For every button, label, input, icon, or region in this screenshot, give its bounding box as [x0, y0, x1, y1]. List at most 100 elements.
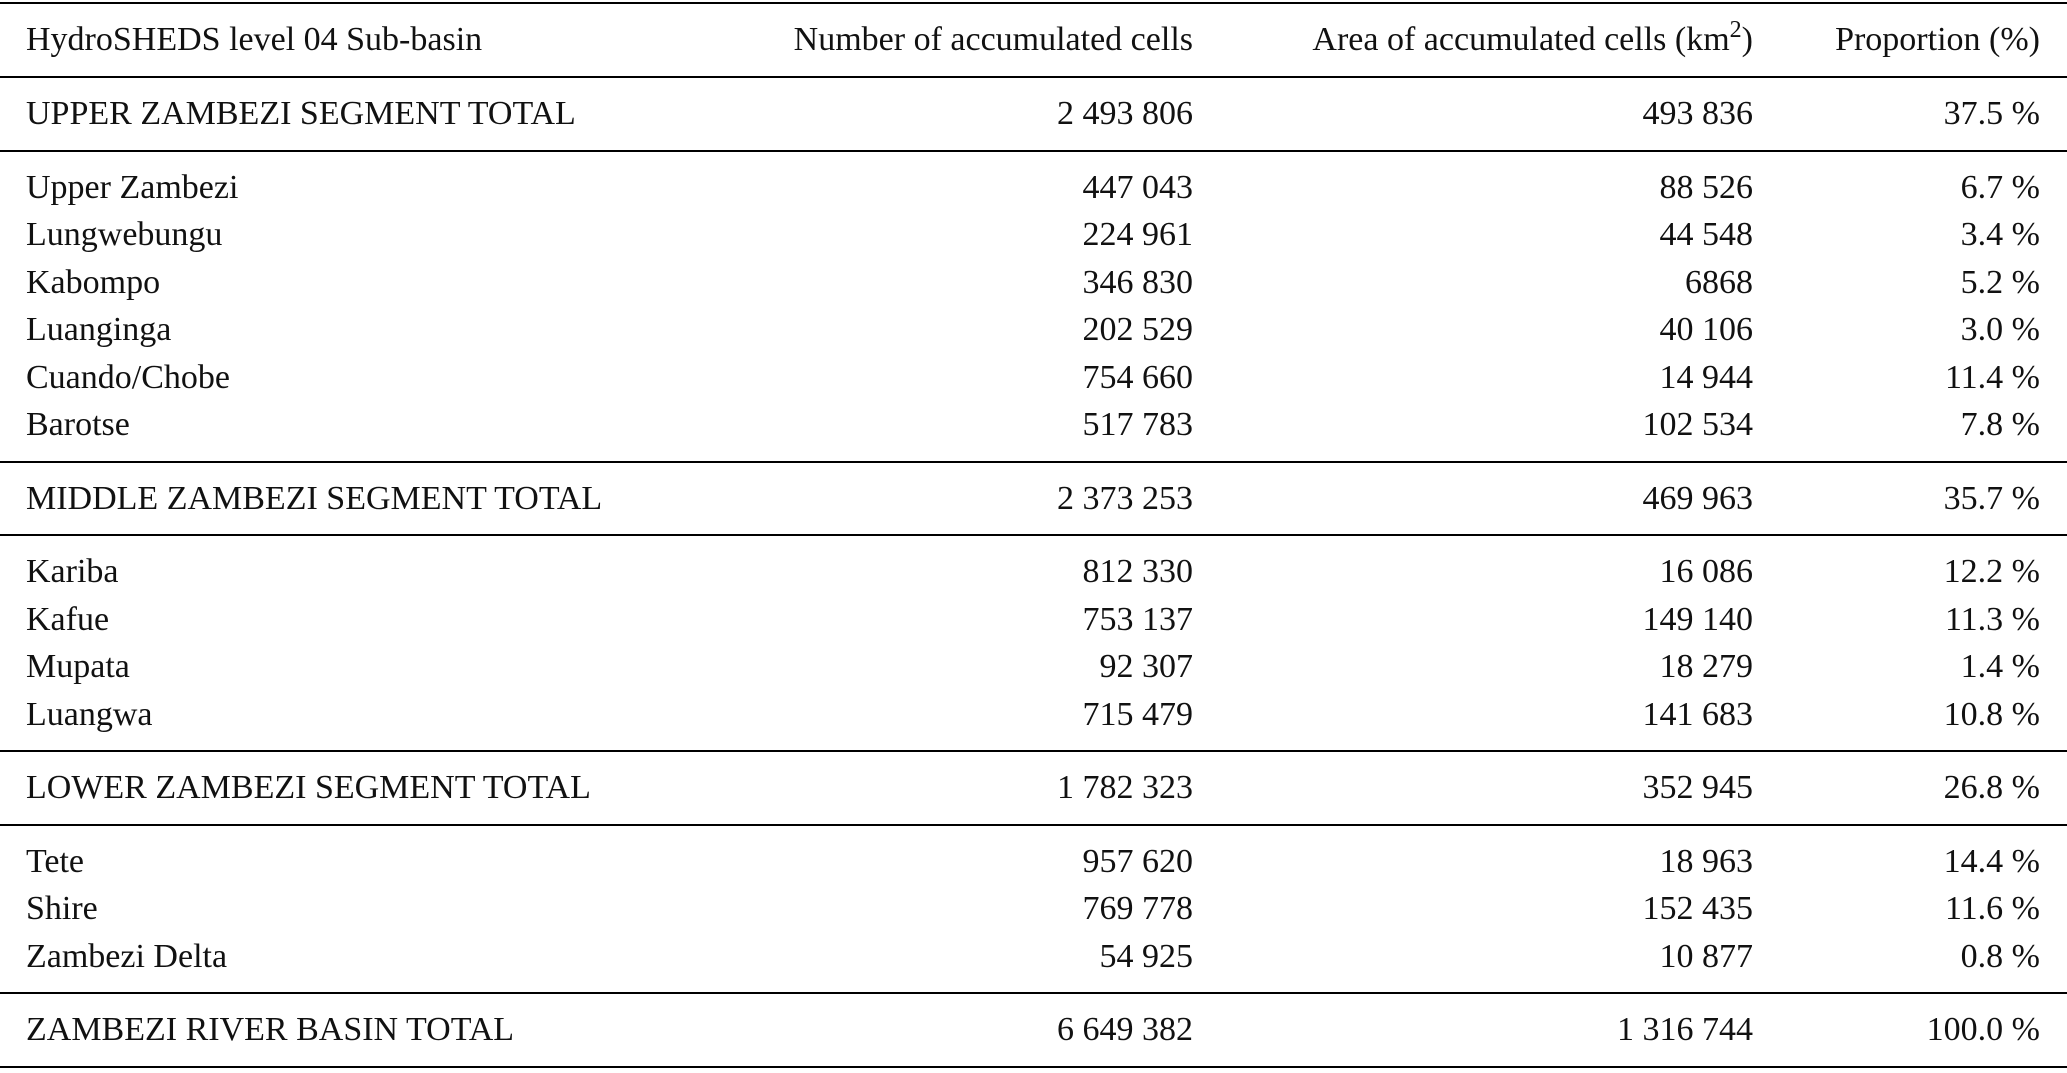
- header-text: Area of accumulated cells (km: [1312, 21, 1730, 58]
- cell: 88 526: [1659, 168, 1754, 206]
- row-label: Zambezi Delta: [26, 937, 228, 975]
- table-row: Luangwa 715 479 141 683 10.8 %: [0, 691, 2067, 739]
- header-row: HydroSHEDS level 04 Sub-basin Number of …: [0, 4, 2067, 76]
- header-text: ): [1741, 21, 1753, 58]
- header-cell: HydroSHEDS level 04 Sub-basin: [26, 21, 483, 58]
- cell: 11.6 %: [1944, 890, 2040, 927]
- cell: 5.2 %: [1960, 263, 2040, 301]
- row-group: Upper Zambezi 447 043 88 526 6.7 % Lungwebun…: [0, 149, 2067, 461]
- cell: 14.4 %: [1943, 842, 2040, 880]
- row-group: UPPER ZAMBEZI SEGMENT TOTAL 2 493 806 493 …: [0, 76, 2067, 150]
- row-label: Kariba: [26, 553, 119, 590]
- row-group: ZAMBEZI RIVER BASIN TOTAL 6 649 382 1 316 …: [0, 992, 2067, 1066]
- table-row: Zambezi Delta 54 925 10 877 0.8 %: [0, 933, 2067, 981]
- row-label: Tete: [26, 842, 85, 880]
- cell: 1 316 744: [1617, 1011, 1753, 1048]
- cell: 1 782 323: [1057, 769, 1193, 806]
- cell: 346 830: [1082, 263, 1194, 301]
- cell: 40 106: [1659, 311, 1754, 348]
- cell: 7.8 %: [1960, 406, 2040, 443]
- cell: 493 836: [1642, 95, 1754, 132]
- cell: 102 534: [1642, 406, 1754, 443]
- header-cell: Proportion (%): [1835, 21, 2040, 58]
- header-cell: Area of accumulated cells (km2): [1312, 4, 1753, 76]
- row-label: ZAMBEZI RIVER BASIN TOTAL: [26, 1011, 515, 1048]
- cell: 202 529: [1082, 311, 1194, 348]
- cell: 12.2 %: [1943, 553, 2040, 590]
- cell: 92 307: [1099, 648, 1194, 685]
- row-group: MIDDLE ZAMBEZI SEGMENT TOTAL 2 373 253 469…: [0, 460, 2067, 535]
- row-label: Cuando/Chobe: [26, 358, 230, 396]
- cell: 753 137: [1082, 600, 1194, 638]
- cell: 10.8 %: [1943, 695, 2040, 733]
- cell: 18 963: [1659, 842, 1754, 880]
- cell: 517 783: [1082, 406, 1194, 443]
- table-row: LOWER ZAMBEZI SEGMENT TOTAL 1 782 323 352 …: [0, 764, 2067, 812]
- cell: 11.3 %: [1944, 600, 2040, 638]
- cell: 754 660: [1082, 358, 1194, 396]
- table-row: Kariba 812 330 16 086 12.2 %: [0, 548, 2067, 596]
- cell: 6868: [1685, 263, 1753, 301]
- row-label: Kabompo: [26, 263, 161, 301]
- cell: 2 373 253: [1057, 479, 1193, 517]
- cell: 957 620: [1082, 842, 1194, 880]
- table-row: Luanginga 202 529 40 106 3.0 %: [0, 306, 2067, 354]
- table-row: ZAMBEZI RIVER BASIN TOTAL 6 649 382 1 316 …: [0, 1006, 2067, 1054]
- row-label: Luangwa: [26, 695, 153, 733]
- cell: 1.4 %: [1960, 648, 2040, 685]
- table-row: Mupata 92 307 18 279 1.4 %: [0, 643, 2067, 691]
- cell: 715 479: [1082, 695, 1194, 733]
- cell: 3.4 %: [1960, 216, 2040, 253]
- table-row: MIDDLE ZAMBEZI SEGMENT TOTAL 2 373 253 469…: [0, 475, 2067, 523]
- superscript: 2: [1729, 17, 1742, 43]
- cell: 769 778: [1082, 890, 1194, 927]
- cell: 18 279: [1659, 648, 1754, 685]
- cell: 469 963: [1642, 479, 1754, 517]
- cell: 37.5 %: [1943, 95, 2040, 132]
- row-label: Luanginga: [26, 311, 172, 348]
- cell: 6 649 382: [1057, 1011, 1193, 1048]
- cell: 14 944: [1659, 358, 1754, 396]
- row-label: Barotse: [26, 406, 130, 443]
- table-row: Cuando/Chobe 754 660 14 944 11.4 %: [0, 354, 2067, 402]
- cell: 35.7 %: [1943, 479, 2040, 517]
- cell: 447 043: [1082, 168, 1194, 206]
- row-group: Kariba 812 330 16 086 12.2 % Kafue 753 137 149…: [0, 534, 2067, 750]
- cell: 100.0 %: [1926, 1011, 2040, 1048]
- cell: 11.4 %: [1944, 358, 2040, 396]
- row-label: Upper Zambezi: [26, 168, 239, 206]
- row-label: Shire: [26, 890, 98, 927]
- cell: 352 945: [1642, 769, 1754, 806]
- cell: 44 548: [1659, 216, 1754, 253]
- row-group: Tete 957 620 18 963 14.4 % Shire 769 778 152 4…: [0, 823, 2067, 993]
- cell: 3.0 %: [1960, 311, 2040, 348]
- row-label: Mupata: [26, 648, 130, 685]
- cell: 10 877: [1659, 937, 1754, 975]
- table-row: Upper Zambezi 447 043 88 526 6.7 %: [0, 164, 2067, 212]
- cell: 0.8 %: [1960, 937, 2040, 975]
- cell: 152 435: [1642, 890, 1754, 927]
- cell: 149 140: [1642, 600, 1754, 638]
- cell: 2 493 806: [1057, 95, 1193, 132]
- row-label: MIDDLE ZAMBEZI SEGMENT TOTAL: [26, 479, 603, 517]
- cell: 141 683: [1642, 695, 1754, 733]
- cell: 26.8 %: [1943, 769, 2040, 806]
- row-label: UPPER ZAMBEZI SEGMENT TOTAL: [26, 95, 576, 132]
- table-row: UPPER ZAMBEZI SEGMENT TOTAL 2 493 806 493 …: [0, 90, 2067, 138]
- cell: 54 925: [1099, 937, 1194, 975]
- row-group: LOWER ZAMBEZI SEGMENT TOTAL 1 782 323 352 …: [0, 750, 2067, 824]
- table-row: Barotse 517 783 102 534 7.8 %: [0, 401, 2067, 449]
- table-row: Shire 769 778 152 435 11.6 %: [0, 885, 2067, 933]
- cell: 6.7 %: [1960, 168, 2040, 206]
- row-label: Lungwebungu: [26, 216, 223, 253]
- cell: 812 330: [1082, 553, 1194, 590]
- cell: 16 086: [1659, 553, 1754, 590]
- cell: 224 961: [1082, 216, 1194, 253]
- table-row: Tete 957 620 18 963 14.4 %: [0, 838, 2067, 886]
- row-label: LOWER ZAMBEZI SEGMENT TOTAL: [26, 769, 591, 806]
- table-row: Kafue 753 137 149 140 11.3 %: [0, 596, 2067, 644]
- table-row: Lungwebungu 224 961 44 548 3.4 %: [0, 211, 2067, 259]
- table-row: Kabompo 346 830 6868 5.2 %: [0, 259, 2067, 307]
